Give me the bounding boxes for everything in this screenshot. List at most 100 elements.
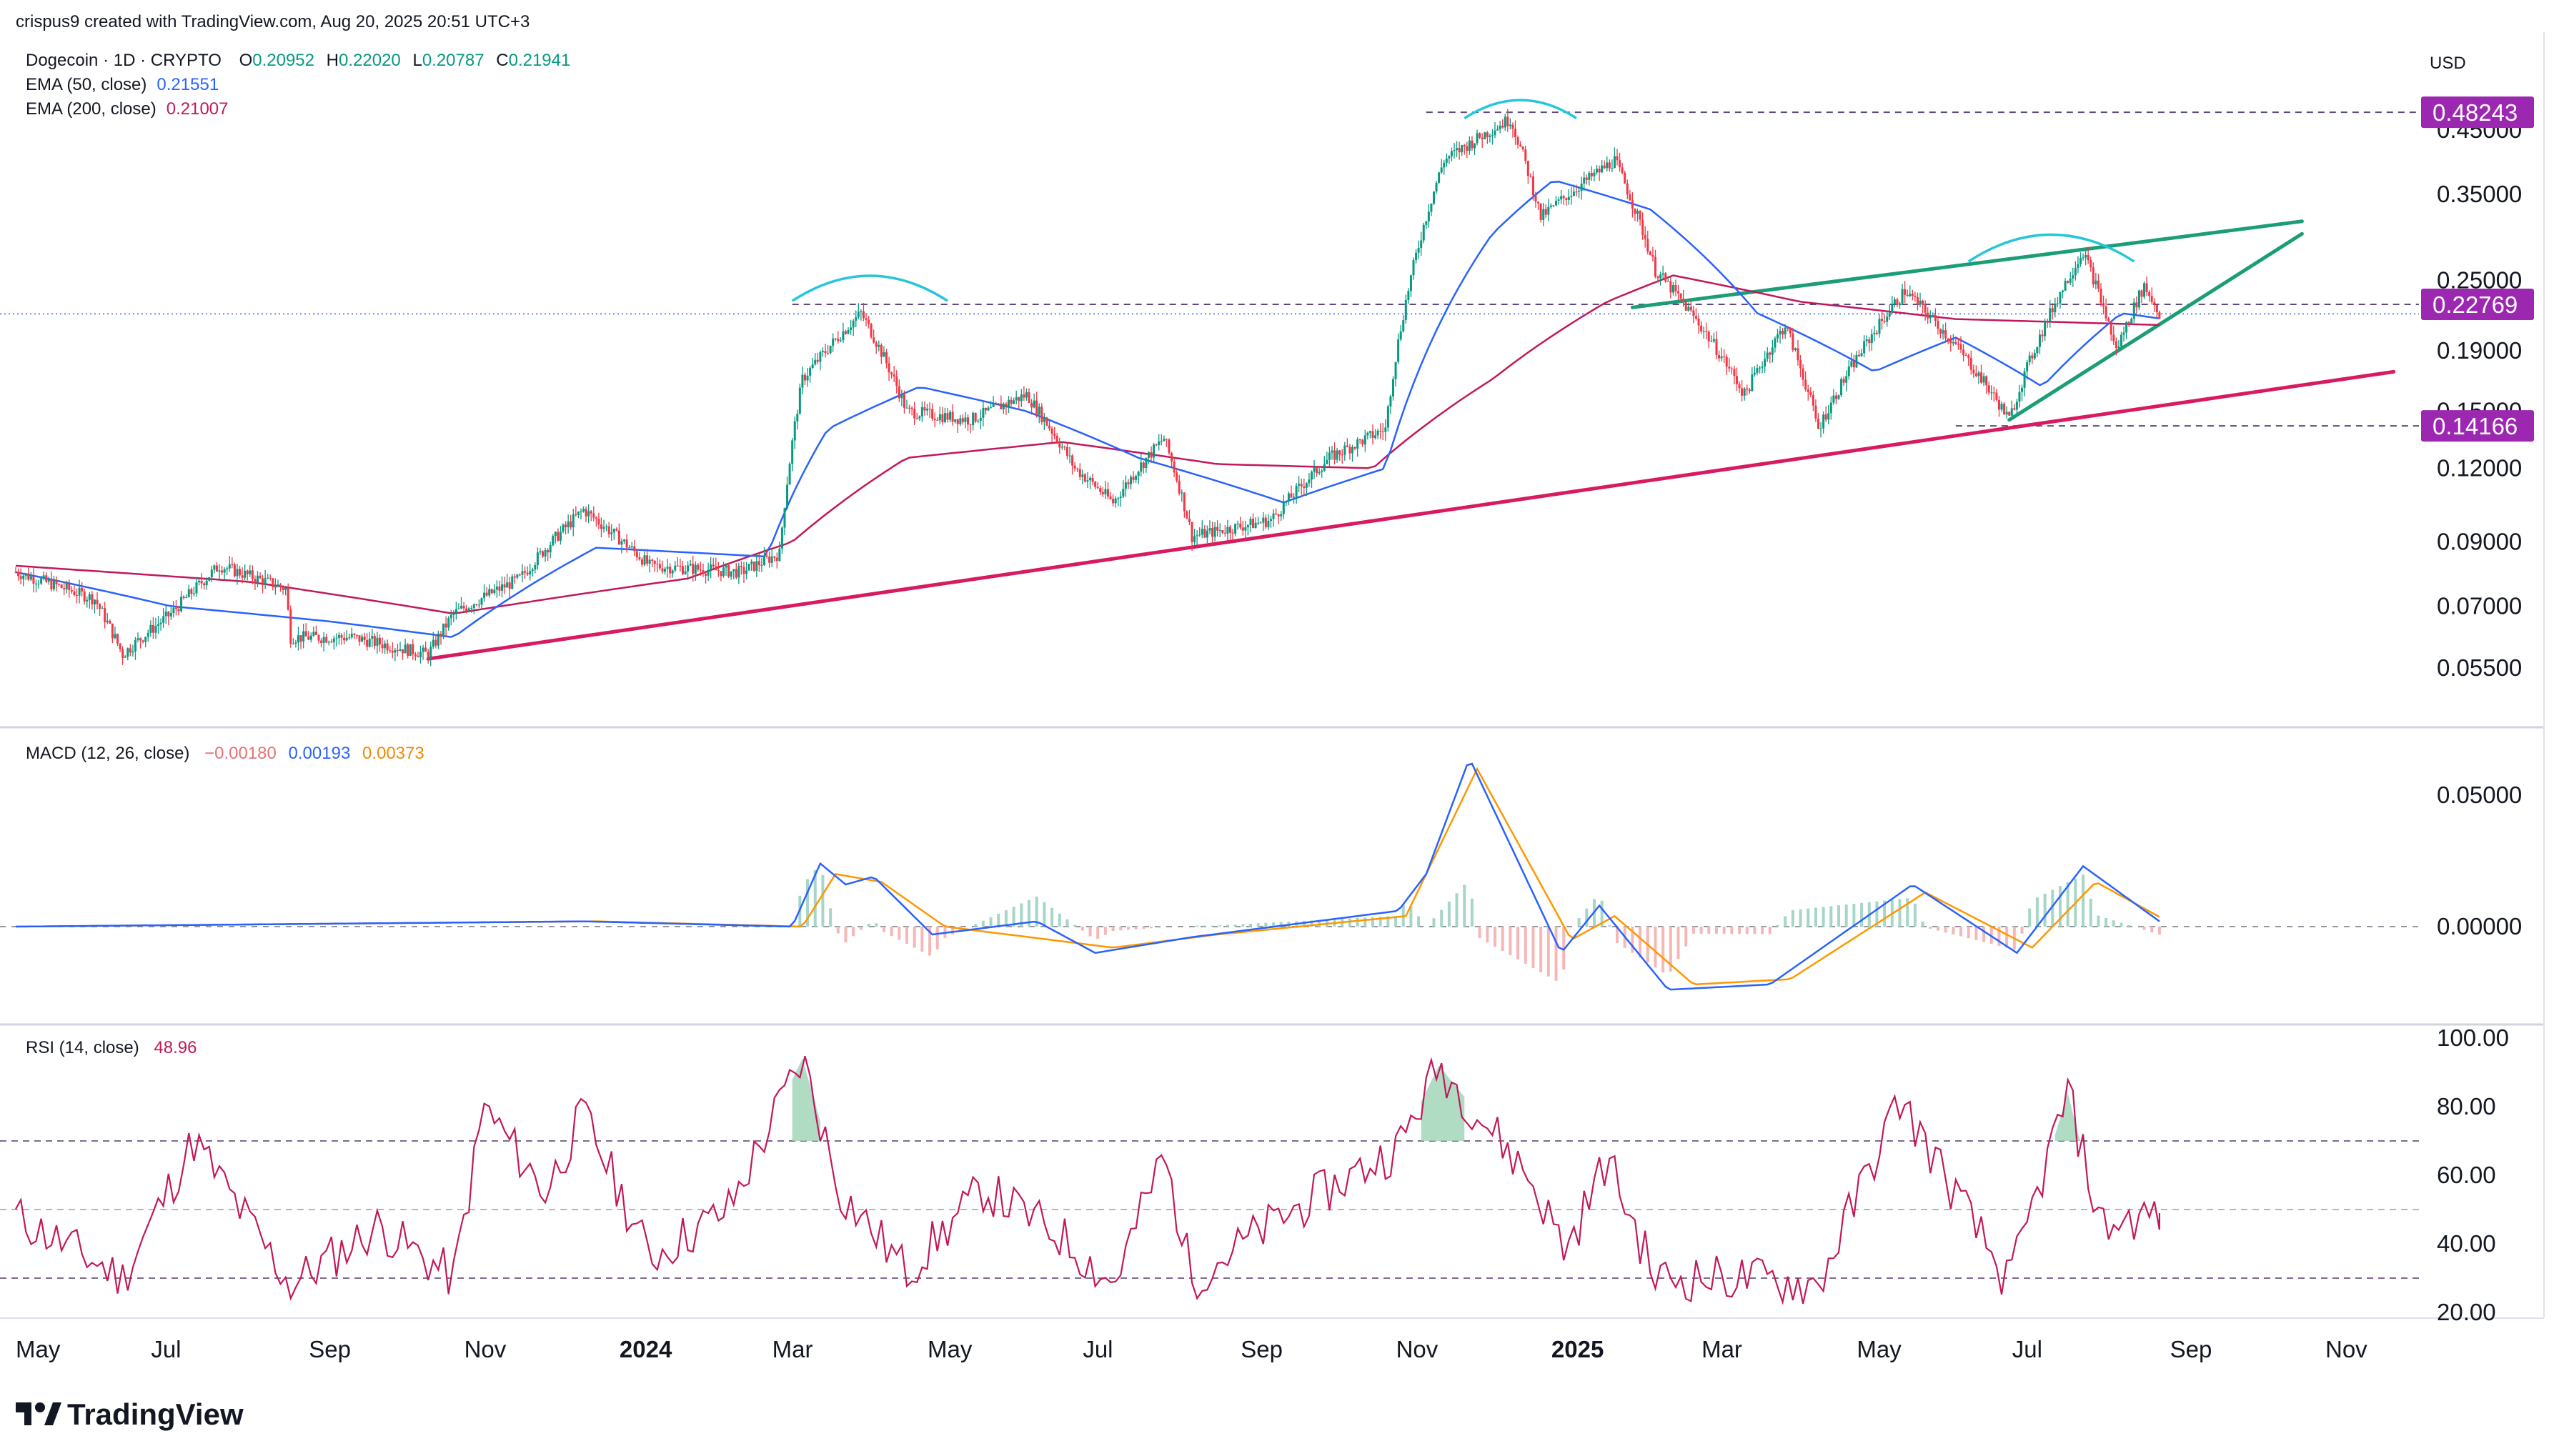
candle xyxy=(791,438,794,472)
macd-hist-bar xyxy=(1134,927,1138,929)
ema50-legend[interactable]: EMA (50, close) 0.21551 xyxy=(26,75,219,94)
price-scale[interactable]: 0.450000.350000.250000.190000.150000.120… xyxy=(2437,116,2522,681)
time-axis[interactable]: May Jul Sep Nov 2024 Mar May Jul Sep Nov 2025 Mar Ma… xyxy=(16,1336,2367,1362)
candle xyxy=(22,573,25,587)
candle xyxy=(1560,189,1563,204)
trendline-support[interactable] xyxy=(426,369,2396,661)
candle xyxy=(1104,481,1107,499)
arc-annotation-1[interactable] xyxy=(791,274,948,302)
candle xyxy=(2028,351,2031,366)
candle xyxy=(837,331,840,344)
trendline-wedge_upper[interactable] xyxy=(1630,219,2304,309)
candle xyxy=(628,544,631,549)
time-tick-label: May xyxy=(16,1336,61,1362)
candle xyxy=(730,571,732,580)
candle xyxy=(1682,289,1685,307)
macd-hist-bar xyxy=(2082,874,2085,927)
candle xyxy=(1875,330,1878,336)
candle xyxy=(274,578,277,595)
candle xyxy=(2046,318,2049,329)
candle xyxy=(1153,443,1156,464)
candle xyxy=(1249,517,1252,532)
candle xyxy=(1010,397,1013,407)
candle xyxy=(407,642,409,659)
candle xyxy=(1252,513,1255,529)
macd-hist-bar xyxy=(1761,927,1764,934)
candle xyxy=(2145,276,2148,296)
price-tag[interactable]: 0.14166 xyxy=(2421,410,2534,442)
candle xyxy=(2041,329,2044,343)
rsi-legend[interactable]: RSI (14, close) 48.96 xyxy=(26,1038,197,1057)
candle xyxy=(1407,288,1410,304)
candle xyxy=(1168,438,1171,455)
candle xyxy=(1588,171,1591,186)
candle xyxy=(1206,525,1208,544)
candle xyxy=(83,588,86,605)
macd-hist-bar xyxy=(890,927,893,937)
arc-annotation-3[interactable] xyxy=(1967,233,2135,263)
macd-hist-bar xyxy=(1822,907,1825,927)
ema200-legend[interactable]: EMA (200, close) 0.21007 xyxy=(26,99,229,119)
macd-hist-bar xyxy=(1142,927,1146,929)
rsi-tick-label: 40.00 xyxy=(2437,1230,2496,1257)
currency-label[interactable]: USD xyxy=(2430,54,2466,73)
candle xyxy=(417,652,419,658)
candle xyxy=(664,567,667,575)
candle xyxy=(366,633,369,651)
candle xyxy=(320,638,323,648)
candle xyxy=(1363,429,1366,452)
tradingview-logo[interactable]: TradingView xyxy=(16,1397,244,1431)
candle xyxy=(1083,473,1086,483)
candle xyxy=(1860,349,1863,357)
candle xyxy=(55,576,58,592)
macd-hist-bar xyxy=(1455,893,1459,927)
candle xyxy=(1165,438,1168,447)
candle xyxy=(1280,511,1283,522)
candle xyxy=(1474,143,1476,156)
price-tag[interactable]: 0.48243 xyxy=(2421,96,2534,129)
candle xyxy=(241,567,244,584)
candle xyxy=(1509,118,1511,130)
macd-tick-label: 0.00000 xyxy=(2437,913,2522,939)
candle xyxy=(414,652,417,661)
price-tag[interactable]: 0.22769 xyxy=(2421,289,2534,321)
macd-hist-bar xyxy=(875,923,878,927)
candle xyxy=(526,566,529,577)
candle xyxy=(236,564,239,585)
candle xyxy=(949,410,952,423)
trendline-wedge_lower[interactable] xyxy=(2007,231,2304,422)
candle xyxy=(1817,413,1819,429)
candle xyxy=(2132,298,2135,323)
candle xyxy=(452,610,455,623)
candle xyxy=(893,366,895,382)
candle xyxy=(717,562,720,577)
candle xyxy=(1394,361,1397,387)
candle xyxy=(780,526,783,554)
macd-legend[interactable]: MACD (12, 26, close) −0.00180 0.00193 0.… xyxy=(26,744,424,763)
macd-hist-bar xyxy=(1417,916,1421,927)
candle xyxy=(1526,160,1529,184)
arc-annotation-2[interactable] xyxy=(1464,99,1577,119)
candle xyxy=(198,579,201,586)
candle xyxy=(1216,520,1219,537)
macd-hist-bar xyxy=(1959,927,1963,937)
candle xyxy=(1356,437,1359,457)
candle xyxy=(1254,517,1257,529)
candle xyxy=(2148,290,2151,302)
rsi-overbought-fill xyxy=(1421,1065,1465,1141)
rsi-line xyxy=(15,1056,2160,1305)
candle xyxy=(1634,208,1636,221)
macd-hist-bar xyxy=(1707,927,1711,934)
candle xyxy=(778,541,781,562)
macd-hist-bar xyxy=(1065,919,1069,927)
candle xyxy=(2112,326,2115,346)
symbol-name[interactable]: Dogecoin · 1D · CRYPTO xyxy=(26,51,222,70)
candle xyxy=(1664,272,1667,283)
macd-hist-bar xyxy=(844,927,848,943)
candle xyxy=(1366,431,1369,440)
ema200-path xyxy=(15,274,2160,614)
tradingview-brand-text: TradingView xyxy=(67,1397,244,1431)
candle xyxy=(747,563,750,571)
candle xyxy=(309,632,312,643)
candle xyxy=(1147,451,1150,464)
